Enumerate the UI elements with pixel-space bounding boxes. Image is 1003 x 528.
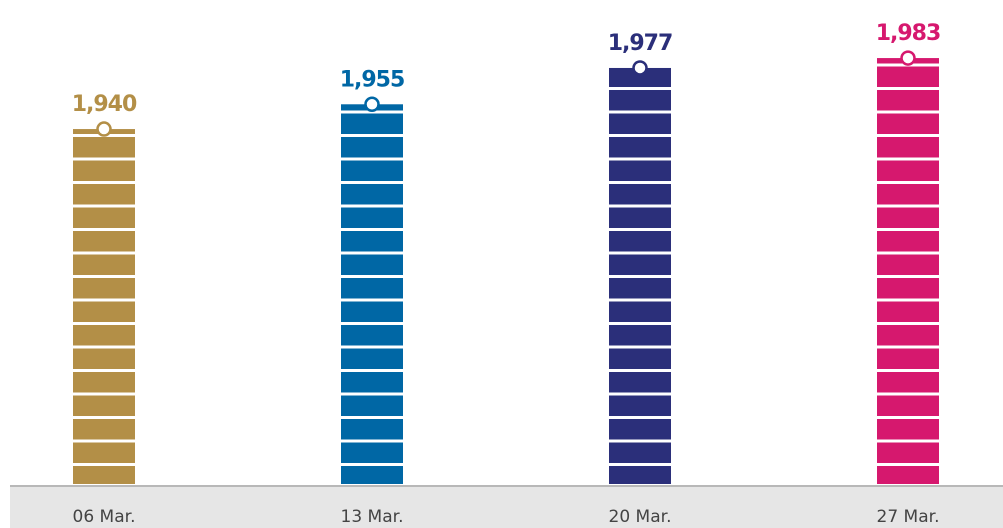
x-tick-label: 20 Mar.: [609, 507, 672, 527]
bar-cap: [364, 96, 380, 113]
stripe: [609, 439, 671, 443]
stripe: [609, 110, 671, 114]
stripe: [341, 463, 403, 466]
stripe: [609, 275, 671, 278]
axis-band: [10, 486, 1003, 528]
stripe: [341, 322, 403, 325]
stripe: [609, 369, 671, 372]
stripe: [877, 322, 939, 325]
stripe: [609, 416, 671, 419]
stripe: [877, 298, 939, 302]
stripe: [609, 345, 671, 349]
stripe: [877, 87, 939, 90]
stripe: [341, 392, 403, 396]
stripe: [341, 439, 403, 443]
bar: [341, 104, 403, 485]
value-label: 1,977: [608, 31, 673, 56]
stripe: [73, 298, 135, 302]
stripe: [877, 416, 939, 419]
stripe: [877, 463, 939, 466]
stripe: [73, 345, 135, 349]
stripe: [609, 204, 671, 208]
stripe: [877, 204, 939, 208]
stripe: [73, 416, 135, 419]
stripe: [609, 322, 671, 325]
value-label: 1,940: [72, 92, 137, 117]
bar-cap: [96, 121, 112, 137]
stripe: [877, 251, 939, 255]
stripe: [73, 392, 135, 396]
stripe: [877, 369, 939, 372]
stripe: [609, 392, 671, 396]
bar-cap: [632, 60, 648, 76]
stripe: [609, 251, 671, 255]
stripe: [877, 228, 939, 231]
stripe: [341, 345, 403, 349]
stripe: [877, 275, 939, 278]
value-label: 1,955: [340, 67, 405, 92]
stripe: [73, 251, 135, 255]
stripe: [73, 204, 135, 208]
value-label: 1,983: [876, 21, 941, 46]
stripe: [609, 87, 671, 90]
stripe: [341, 369, 403, 372]
stripe: [73, 228, 135, 231]
stripe: [73, 275, 135, 278]
stripe: [609, 157, 671, 161]
bar-cap: [900, 50, 916, 66]
stripe: [341, 204, 403, 208]
stripe: [341, 228, 403, 231]
stripe: [609, 181, 671, 184]
stripe: [73, 463, 135, 466]
stripe: [609, 298, 671, 302]
stripe: [609, 134, 671, 137]
stripe: [877, 157, 939, 161]
stripe: [877, 439, 939, 443]
stripe: [877, 181, 939, 184]
stripe: [877, 134, 939, 137]
stripe: [609, 228, 671, 231]
stripe: [73, 157, 135, 161]
stripe: [341, 157, 403, 161]
stripe: [877, 392, 939, 396]
stripe: [341, 416, 403, 419]
stripe: [73, 439, 135, 443]
stripe: [73, 322, 135, 325]
stripe: [341, 298, 403, 302]
bar: [73, 129, 135, 484]
stripe: [341, 251, 403, 255]
stripe: [73, 181, 135, 184]
stripe: [341, 181, 403, 184]
x-tick-label: 06 Mar.: [73, 507, 136, 527]
stripe: [877, 345, 939, 349]
x-tick-label: 13 Mar.: [341, 507, 404, 527]
bar: [877, 58, 939, 484]
stripe: [609, 463, 671, 466]
x-tick-label: 27 Mar.: [877, 507, 940, 527]
stripe: [877, 110, 939, 114]
stripe: [341, 134, 403, 137]
stripe: [341, 275, 403, 278]
stripe: [73, 369, 135, 372]
